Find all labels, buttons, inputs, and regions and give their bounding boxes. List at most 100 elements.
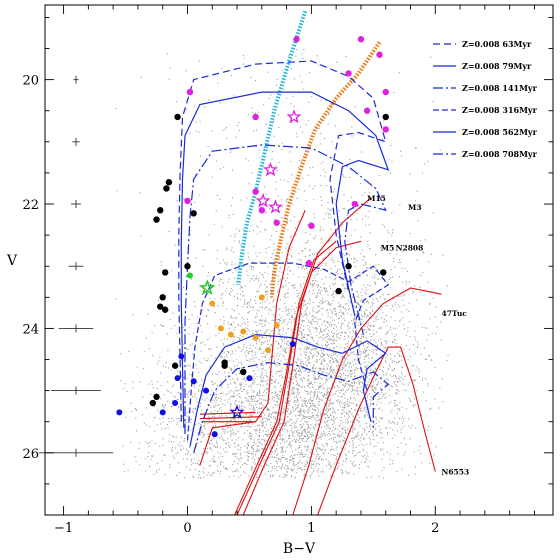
orange-point-2 bbox=[240, 328, 247, 335]
axes: −1 0 1 2 20 22 24 26 B−V V bbox=[6, 4, 554, 557]
legend: Z=0.008 63Myr Z=0.008 79Myr Z=0.008 141Myr… bbox=[433, 39, 538, 159]
magenta-point-0 bbox=[293, 36, 300, 43]
blue-point-1 bbox=[159, 409, 166, 416]
y-tick-label-3: 26 bbox=[22, 447, 39, 462]
magenta-star-0 bbox=[286, 109, 302, 124]
legend-label-2: Z=0.008 79Myr bbox=[462, 61, 532, 71]
blue-point-4 bbox=[172, 400, 179, 407]
isochrone-5 bbox=[189, 333, 387, 447]
black-point-8 bbox=[157, 303, 164, 310]
black-point-2 bbox=[163, 185, 170, 192]
magenta-point-12 bbox=[308, 222, 315, 229]
black-point-0 bbox=[174, 113, 181, 121]
magenta-point-5 bbox=[382, 88, 389, 96]
isochrone-1 bbox=[178, 60, 387, 422]
blue-point-2 bbox=[178, 353, 185, 360]
black-point-7 bbox=[159, 294, 166, 301]
magenta-point-3 bbox=[186, 88, 194, 96]
legend-label-6: Z=0.008 708Myr bbox=[462, 149, 538, 159]
horizontal-branch-1 bbox=[199, 411, 256, 415]
black-point-9 bbox=[161, 306, 169, 313]
legend-label-1: Z=0.008 63Myr bbox=[462, 39, 532, 49]
legend-label-4: Z=0.008 316Myr bbox=[462, 105, 538, 115]
y-tick-label-1: 22 bbox=[22, 198, 39, 213]
magenta-point-6 bbox=[363, 107, 371, 114]
blue-point-7 bbox=[246, 375, 253, 382]
orange-point-0 bbox=[217, 325, 224, 332]
magenta-point-7 bbox=[252, 113, 259, 121]
black-point-6 bbox=[161, 269, 169, 276]
black-point-17 bbox=[345, 263, 352, 270]
x-tick-label-3: 2 bbox=[431, 521, 439, 536]
x-axis-title: B−V bbox=[283, 541, 316, 557]
magenta-point-10 bbox=[351, 200, 358, 208]
black-point-16 bbox=[335, 287, 342, 295]
y-tick-label-2: 24 bbox=[22, 322, 39, 337]
x-tick-label-2: 1 bbox=[307, 521, 315, 536]
magenta-point-14 bbox=[258, 207, 266, 214]
magenta-star-2 bbox=[255, 192, 271, 208]
magenta-point-13 bbox=[273, 219, 280, 226]
blue-star bbox=[229, 404, 245, 419]
orange-point-6 bbox=[258, 294, 265, 301]
black-point-1 bbox=[165, 179, 173, 186]
magenta-point-1 bbox=[357, 36, 365, 43]
blue-point-8 bbox=[289, 340, 296, 347]
annotation-n2808: N2808 bbox=[396, 244, 424, 253]
annotation-m3: M3 bbox=[408, 203, 422, 212]
blue-point-5 bbox=[190, 378, 197, 385]
green-point bbox=[186, 272, 193, 279]
blue-point-0 bbox=[116, 409, 123, 416]
black-point-12 bbox=[153, 393, 160, 401]
x-tick-label-0: −1 bbox=[54, 521, 73, 536]
orange-point-5 bbox=[273, 322, 280, 329]
isochrone-3 bbox=[184, 144, 387, 435]
magenta-point-9 bbox=[184, 197, 191, 205]
legend-label-3: Z=0.008 141Myr bbox=[462, 83, 538, 93]
black-point-18 bbox=[380, 269, 387, 276]
blue-point-3 bbox=[174, 375, 181, 382]
magenta-point-11 bbox=[252, 188, 259, 195]
isochrone-6 bbox=[193, 361, 390, 453]
isochrone-4 bbox=[186, 262, 390, 441]
marked-stars bbox=[116, 36, 389, 438]
gc-ridge-n6553 bbox=[317, 346, 436, 515]
annotation-n6553: N6553 bbox=[441, 468, 469, 477]
blue-point-9 bbox=[211, 431, 218, 438]
black-point-4 bbox=[153, 216, 160, 223]
track-cyan bbox=[236, 10, 308, 286]
orange-point-1 bbox=[227, 331, 234, 338]
black-point-5 bbox=[190, 210, 197, 217]
green-star bbox=[198, 279, 216, 296]
cluster-annotations: M15 M3 M5 N2808 47Tuc N6553 bbox=[367, 194, 469, 477]
magenta-star-1 bbox=[263, 161, 278, 177]
black-point-15 bbox=[240, 368, 247, 376]
orange-point-7 bbox=[209, 300, 216, 307]
annotation-m5: M5 bbox=[381, 244, 395, 253]
isochrone-2 bbox=[180, 91, 390, 428]
black-point-13 bbox=[149, 399, 156, 407]
legend-label-5: Z=0.008 562Myr bbox=[462, 127, 538, 137]
gc-ridge-47tuc bbox=[292, 287, 442, 515]
black-point-3 bbox=[157, 207, 164, 214]
black-point-20 bbox=[221, 362, 228, 369]
magenta-point-2 bbox=[376, 51, 383, 58]
orange-point-4 bbox=[265, 347, 272, 354]
orange-point-3 bbox=[252, 334, 259, 341]
plot-frame bbox=[44, 4, 554, 516]
x-tick-label-1: 0 bbox=[183, 521, 191, 536]
magenta-star-3 bbox=[268, 199, 283, 214]
black-point-19 bbox=[382, 113, 389, 121]
y-axis-title: V bbox=[6, 253, 18, 269]
magenta-point-4 bbox=[345, 70, 352, 77]
magenta-point-8 bbox=[382, 126, 389, 133]
gc-ridge-m15 bbox=[199, 209, 306, 466]
black-point-11 bbox=[171, 362, 179, 369]
track-orange bbox=[269, 41, 382, 298]
black-point-10 bbox=[184, 263, 191, 270]
gc-ridge-m5 bbox=[236, 240, 337, 515]
horizontal-branch-2 bbox=[199, 416, 262, 420]
y-tick-label-0: 20 bbox=[22, 74, 39, 89]
magenta-point-15 bbox=[305, 259, 313, 267]
